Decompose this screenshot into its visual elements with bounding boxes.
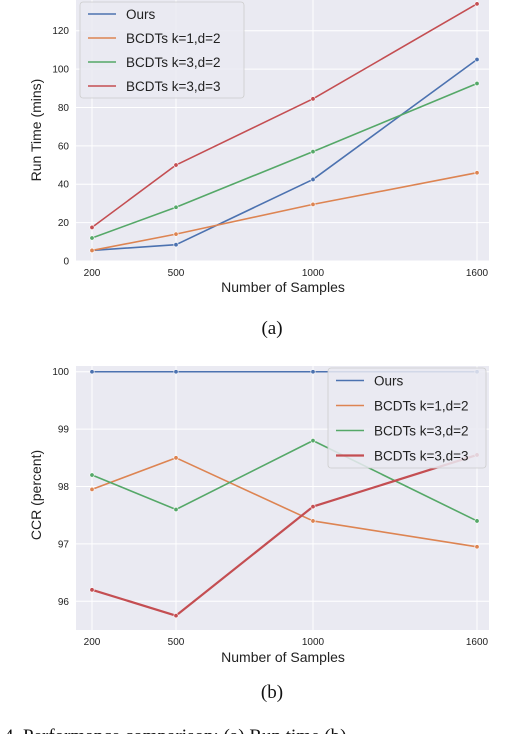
legend-entry: Ours — [126, 7, 156, 22]
legend-entry: BCDTs k=3,d=3 — [126, 79, 221, 94]
data-point — [89, 235, 95, 241]
data-point — [310, 96, 316, 102]
data-point — [310, 438, 316, 444]
data-point — [173, 162, 179, 168]
caption-a: (a) — [261, 318, 282, 339]
x-tick-label: 1600 — [466, 268, 489, 279]
series-line — [91, 457, 478, 548]
data-point — [474, 170, 480, 176]
data-point — [89, 486, 95, 492]
y-ticks-b: 96 97 98 99 100 — [52, 367, 69, 608]
legend-entry: Ours — [374, 374, 404, 389]
data-point — [310, 504, 316, 510]
x-tick-label: 1600 — [466, 637, 489, 648]
data-point — [89, 247, 95, 253]
x-ticks-b: 200 500 1000 1600 — [84, 637, 489, 648]
legend-box — [79, 1, 245, 99]
data-point — [173, 231, 179, 237]
y-tick-label: 100 — [52, 65, 69, 76]
series-line — [91, 171, 478, 252]
data-point — [173, 369, 179, 375]
x-tick-label: 1000 — [302, 637, 325, 648]
y-tick-label: 40 — [58, 180, 70, 191]
legend-entry: BCDTs k=3,d=2 — [374, 424, 469, 439]
data-point — [89, 224, 95, 230]
data-point — [173, 613, 179, 619]
series-line — [91, 453, 478, 617]
data-point — [474, 518, 480, 524]
legend-entry: BCDTs k=3,d=3 — [374, 449, 469, 464]
data-point — [173, 455, 179, 461]
y-tick-label: 120 — [52, 26, 69, 37]
series-group-b — [89, 369, 480, 619]
x-ticks-a: 200 500 1000 1600 — [84, 268, 489, 279]
x-axis-label-a: Number of Samples — [221, 279, 345, 295]
y-tick-label: 100 — [52, 367, 69, 378]
y-axis-label-a: Run Time (mins) — [28, 79, 44, 182]
legend-a: Ours BCDTs k=1,d=2 BCDTs k=3,d=2 BCDTs k=3,… — [79, 1, 245, 99]
x-tick-label: 200 — [84, 637, 101, 648]
data-point — [474, 544, 480, 550]
data-point — [310, 149, 316, 155]
series-line — [91, 58, 478, 252]
figure-caption-fragment: 4. Performance comparison: (a) Run time … — [4, 726, 346, 734]
series-line — [91, 3, 478, 229]
chart-panel-a: 200 500 1000 1600 0 20 40 60 80 100 120 Number of… — [28, 0, 489, 339]
data-point — [474, 1, 480, 7]
data-point — [89, 369, 95, 375]
legend-entry: BCDTs k=1,d=2 — [374, 399, 469, 414]
x-tick-label: 200 — [84, 268, 101, 279]
data-point — [173, 242, 179, 248]
data-point — [89, 472, 95, 478]
y-tick-label: 0 — [63, 257, 69, 268]
x-tick-label: 1000 — [302, 268, 325, 279]
y-tick-label: 98 — [58, 482, 70, 493]
x-tick-label: 500 — [168, 637, 185, 648]
y-tick-label: 80 — [58, 103, 70, 114]
y-tick-label: 96 — [58, 597, 70, 608]
legend-b: Ours BCDTs k=1,d=2 BCDTs k=3,d=2 BCDTs k=3,… — [327, 367, 487, 469]
x-tick-label: 500 — [168, 268, 185, 279]
chart-panel-b: 200 500 1000 1600 96 97 98 99 100 Number of Sam… — [28, 366, 489, 703]
legend-entry: BCDTs k=3,d=2 — [126, 55, 221, 70]
legend-entry: BCDTs k=1,d=2 — [126, 31, 221, 46]
data-point — [89, 587, 95, 593]
y-tick-label: 99 — [58, 425, 70, 436]
data-point — [310, 201, 316, 207]
data-point — [173, 204, 179, 210]
legend-box — [327, 367, 487, 469]
series-line — [91, 82, 478, 239]
data-point — [310, 369, 316, 375]
data-point — [474, 80, 480, 86]
y-tick-label: 97 — [58, 539, 70, 550]
gridlines-a — [76, 0, 489, 262]
y-ticks-a: 0 20 40 60 80 100 120 — [52, 26, 69, 267]
data-point — [474, 56, 480, 62]
y-axis-label-b: CCR (percent) — [28, 450, 44, 540]
data-point — [173, 506, 179, 512]
data-point — [310, 518, 316, 524]
y-tick-label: 60 — [58, 141, 70, 152]
caption-b: (b) — [261, 682, 283, 703]
y-tick-label: 20 — [58, 218, 70, 229]
series-group-a — [89, 1, 480, 253]
x-axis-label-b: Number of Samples — [221, 649, 345, 665]
data-point — [310, 176, 316, 182]
